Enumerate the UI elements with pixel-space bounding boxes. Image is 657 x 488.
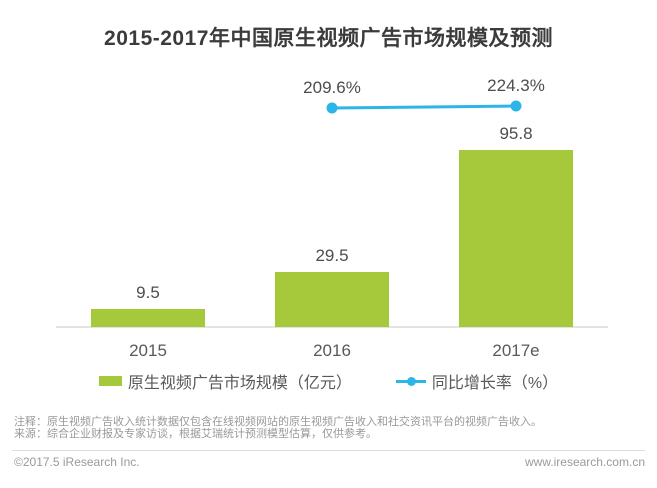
bar-2016 — [275, 272, 389, 327]
footer: ©2017.5 iResearch Inc. www.iresearch.com… — [14, 455, 645, 469]
footnote-note: 注释：原生视频广告收入统计数据仅包含在线视频网站的原生视频广告收入和社交资讯平台… — [14, 416, 542, 428]
line-dot-swatch-icon — [395, 376, 426, 386]
growth-rate-label-2017e: 224.3% — [487, 76, 545, 95]
growth-point-2016 — [326, 102, 338, 114]
bar-value-label-2017e: 95.8 — [499, 123, 533, 143]
footnotes: 注释：原生视频广告收入统计数据仅包含在线视频网站的原生视频广告收入和社交资讯平台… — [14, 416, 644, 440]
growth-rate-label-2016: 209.6% — [303, 78, 361, 97]
x-axis-label-2016: 2016 — [313, 341, 351, 360]
legend-item-market-size: 原生视频广告市场规模（亿元） — [98, 369, 352, 393]
legend-label-market-size: 原生视频广告市场规模（亿元） — [127, 375, 352, 392]
bar-2017e — [459, 149, 573, 327]
bar-swatch-icon — [98, 376, 122, 386]
legend-item-growth-rate: 同比增长率（%） — [395, 369, 559, 393]
chart-title: 2015-2017年中国原生视频广告市场规模及预测 — [104, 27, 553, 50]
x-axis-label-2015: 2015 — [129, 341, 167, 360]
legend-label-growth-rate: 同比增长率（%） — [431, 375, 559, 392]
legend: 原生视频广告市场规模（亿元） 同比增长率（%） — [0, 369, 657, 393]
line-swatch-dot — [406, 377, 416, 386]
x-axis-label-2017e: 2017e — [492, 341, 540, 360]
bar-value-label-2016: 29.5 — [315, 246, 349, 266]
footer-divider — [12, 450, 645, 451]
bar-value-label-2015: 9.5 — [136, 283, 160, 303]
website-text: www.iresearch.com.cn — [524, 455, 645, 469]
footnote-source: 来源：综合企业财报及专家访谈，根据艾瑞统计预测模型估算，仅供参考。 — [14, 427, 377, 440]
growth-line-segment — [331, 104, 517, 110]
bar-2015 — [91, 309, 205, 327]
copyright-text: ©2017.5 iResearch Inc. — [14, 455, 140, 469]
x-axis-line — [56, 326, 608, 328]
growth-point-2017e — [510, 100, 522, 112]
